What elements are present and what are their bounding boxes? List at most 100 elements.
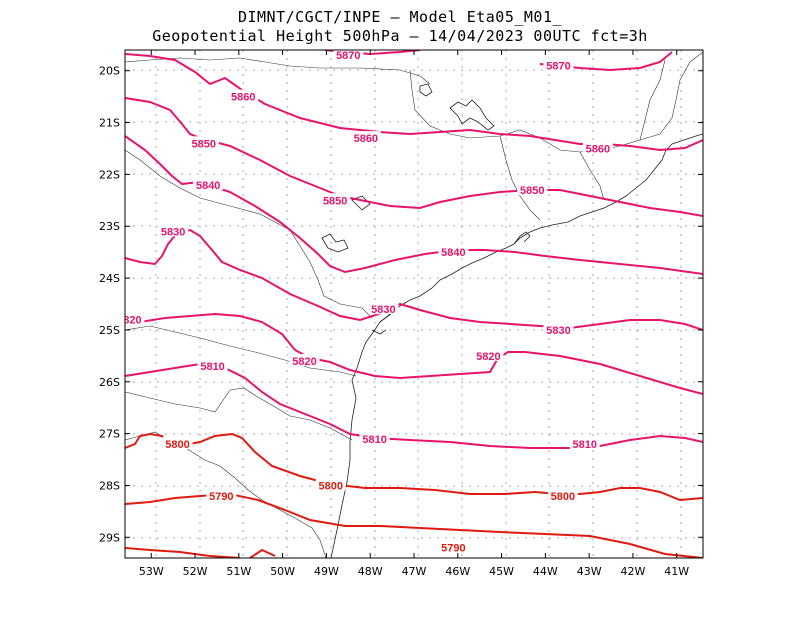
contour-label: 5850 — [192, 138, 216, 150]
contour-label-bg — [473, 348, 504, 361]
contour-label: 5810 — [200, 361, 224, 373]
bay-guanabara — [513, 231, 531, 245]
graticule — [125, 50, 703, 558]
contour-label: 5870 — [336, 50, 360, 62]
contour-label: 5820 — [292, 356, 316, 368]
x-tick-label: 44W — [533, 565, 558, 578]
contour-label-bg — [197, 359, 228, 372]
map-title: DIMNT/CGCT/INPE – Model Eta05_M01_ — [237, 8, 563, 26]
x-tick-label: 46W — [445, 565, 470, 578]
y-tick-label: 24S — [99, 272, 120, 285]
y-tick-label: 20S — [99, 65, 120, 78]
state-border-3 — [125, 325, 357, 377]
state-border-9 — [499, 135, 541, 221]
contour-label-bg — [193, 177, 224, 190]
reservoir-3 — [321, 233, 349, 253]
contour-label: 5870 — [546, 61, 570, 73]
contour-label: 5830 — [546, 325, 570, 337]
x-tick-label: 42W — [621, 565, 646, 578]
x-tick-label: 51W — [226, 565, 251, 578]
contour-label: 5850 — [323, 195, 347, 207]
contour-label-bg — [206, 488, 237, 501]
state-border-1 — [125, 57, 431, 85]
contour-label-bg — [438, 245, 469, 258]
contour-label-bg — [438, 540, 469, 553]
x-tick-label: 53W — [139, 565, 164, 578]
contour-label: 5790 — [209, 491, 233, 503]
contour-label: 5800 — [551, 491, 575, 503]
contour-label-bg — [320, 193, 351, 206]
contour-5850 — [125, 97, 703, 217]
contour-label: 5860 — [586, 143, 610, 155]
contour-label-bg — [368, 302, 399, 315]
state-border-8 — [639, 59, 666, 141]
reservoir-2 — [419, 83, 433, 97]
state-border-4 — [125, 387, 353, 441]
x-tick-label: 52W — [183, 565, 208, 578]
contour-label: 5840 — [441, 247, 465, 259]
contour-labels: 5870 5870 5860 5860 5860 5850 5850 5850 5840 5840… — [117, 50, 613, 555]
reservoir-4 — [351, 195, 371, 211]
x-tick-label: 48W — [358, 565, 383, 578]
y-tick-labels: 20S 21S 22S 23S 24S 25S 26S 27S 28S 29S — [99, 65, 120, 545]
x-tick-labels: 53W 52W 51W 50W 49W 48W 47W 46W 45W 44W 43W 42W 41W — [139, 565, 689, 578]
contour-label-bg — [158, 224, 189, 237]
contour-label: 5830 — [371, 304, 395, 316]
contour-label-bg — [359, 431, 390, 444]
contour-label-bg — [125, 312, 145, 325]
x-tick-label: 49W — [314, 565, 339, 578]
contours — [125, 50, 703, 558]
y-tick-label: 29S — [99, 531, 120, 544]
contour-label-bg — [333, 50, 364, 61]
axis-ticks — [125, 50, 703, 558]
y-tick-label: 26S — [99, 376, 120, 389]
contour-label-bg — [543, 322, 574, 335]
contour-5790 — [125, 492, 703, 558]
contour-label-bg — [582, 141, 613, 154]
map-frame — [124, 49, 704, 559]
contour-label-bg — [517, 182, 548, 195]
contour-label-bg — [228, 89, 259, 102]
y-tick-label: 23S — [99, 220, 120, 233]
coastline — [330, 133, 703, 558]
contour-label: 5830 — [161, 226, 185, 238]
map-subtitle: Geopotential Height 500hPa – 14/04/2023 … — [152, 27, 648, 45]
x-tick-label: 43W — [577, 565, 602, 578]
contour-label: 5800 — [319, 480, 343, 492]
x-tick-label: 50W — [270, 565, 295, 578]
y-tick-label: 25S — [99, 324, 120, 337]
contour-label: 5860 — [354, 133, 378, 145]
contour-label: 5800 — [165, 439, 189, 451]
state-border-6 — [409, 51, 703, 153]
contour-label: 5810 — [573, 439, 597, 451]
contour-label-bg — [289, 354, 320, 367]
contour-label: 5860 — [231, 92, 255, 104]
contour-5780-b — [249, 548, 276, 558]
contour-5820 — [125, 312, 703, 395]
state-border-7 — [579, 151, 605, 201]
contour-label-bg — [350, 131, 381, 144]
contour-5860 — [125, 53, 703, 152]
y-tick-label: 27S — [99, 428, 120, 441]
x-tick-label: 41W — [664, 565, 689, 578]
contour-label: 5820 — [476, 351, 500, 363]
y-tick-label: 21S — [99, 117, 120, 130]
contour-5840 — [125, 135, 703, 275]
x-tick-label: 45W — [489, 565, 514, 578]
contour-label: 5820 — [117, 315, 141, 327]
contour-label-bg — [543, 58, 574, 71]
reservoir-1 — [449, 99, 495, 131]
y-tick-label: 28S — [99, 479, 120, 492]
y-tick-label: 22S — [99, 168, 120, 181]
contour-label-bg — [188, 136, 219, 149]
contour-5780 — [125, 547, 241, 558]
contour-label-bg — [569, 436, 600, 449]
contour-label: 5850 — [520, 185, 544, 197]
x-tick-label: 47W — [402, 565, 427, 578]
contour-label: 5810 — [362, 434, 386, 446]
contour-label: 5790 — [441, 543, 465, 555]
contour-label-bg — [315, 478, 346, 491]
contour-label: 5840 — [196, 180, 220, 192]
contour-label-bg — [162, 436, 193, 449]
